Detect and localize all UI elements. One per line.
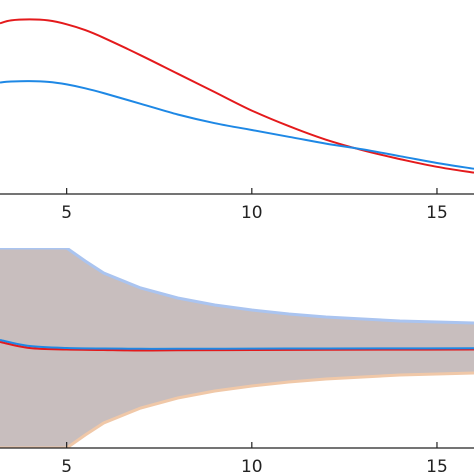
bottom-band-chart: 51015SNR — [0, 248, 474, 474]
top-line-chart: 5 10 15 — [0, 18, 474, 223]
band-lower-edge — [0, 371, 474, 448]
x-tick-label: 10 — [241, 203, 263, 223]
x-tick-label: 10 — [241, 457, 263, 474]
band-upper-edge — [0, 248, 474, 325]
series-line-1 — [0, 80, 474, 170]
x-tick-label: 5 — [61, 457, 72, 474]
plot-area — [0, 248, 474, 448]
x-tick-label: 15 — [426, 457, 448, 474]
series-line-0 — [0, 341, 474, 352]
series-line-1 — [0, 339, 474, 350]
series-line-0 — [0, 18, 474, 174]
x-tick-label: 15 — [426, 203, 448, 223]
x-tick-label: 5 — [61, 203, 72, 223]
plot-area — [0, 18, 474, 174]
